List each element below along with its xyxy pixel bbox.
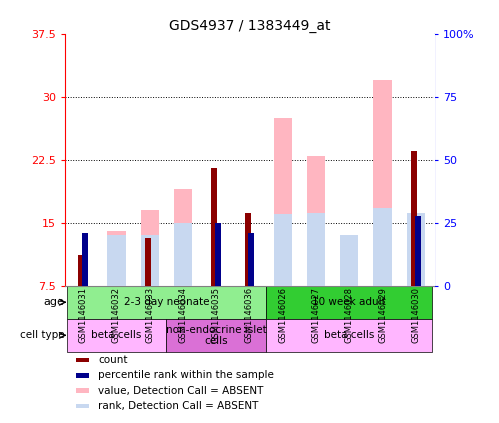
Text: percentile rank within the sample: percentile rank within the sample [98,370,274,380]
Bar [107,231,126,286]
Bar [174,223,192,286]
Bar [249,233,254,286]
Bar [212,168,218,286]
Text: 2-3 day neonate: 2-3 day neonate [124,297,209,307]
Bar [273,118,292,286]
Bar [166,319,266,352]
Bar [66,319,166,352]
Bar [307,213,325,286]
Bar [76,357,89,362]
Bar [76,388,89,393]
Bar [66,286,266,319]
Title: GDS4937 / 1383449_at: GDS4937 / 1383449_at [169,19,330,33]
Bar [78,255,84,286]
Bar [411,151,417,286]
Bar [273,214,292,286]
Bar [373,80,392,286]
Bar [145,238,151,286]
Bar [76,373,89,378]
Bar [141,210,159,286]
Bar [107,235,126,286]
Bar [307,156,325,286]
Bar [340,235,358,286]
Text: beta cells: beta cells [324,330,374,341]
Text: beta cells: beta cells [91,330,142,341]
Bar [373,208,392,286]
Bar [174,189,192,286]
Bar [141,235,159,286]
Bar [215,223,221,286]
Bar [76,404,89,408]
Text: cell type: cell type [20,330,64,341]
Text: count: count [98,355,128,365]
Text: 10 week adult: 10 week adult [312,297,386,307]
Bar [82,233,88,286]
Bar [245,213,250,286]
Text: rank, Detection Call = ABSENT: rank, Detection Call = ABSENT [98,401,258,411]
Text: non-endocrine islet
cells: non-endocrine islet cells [166,324,266,346]
Text: age: age [43,297,64,307]
Bar [415,216,421,286]
Bar [266,319,433,352]
Bar [407,213,425,286]
Bar [266,286,433,319]
Text: value, Detection Call = ABSENT: value, Detection Call = ABSENT [98,386,263,396]
